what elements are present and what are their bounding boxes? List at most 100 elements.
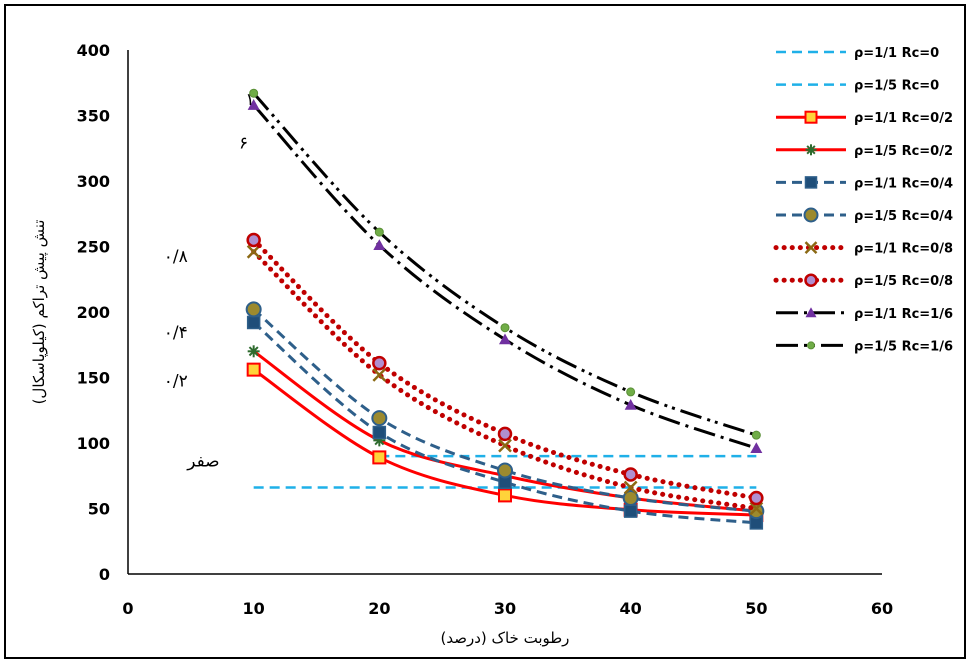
marker-square: [498, 488, 512, 503]
marker-circle: [804, 273, 818, 287]
marker-x-arm: [246, 244, 261, 259]
x-tick-label: 20: [368, 599, 390, 618]
x-tick-label: 40: [620, 599, 642, 618]
annotations: ۱ ۶ ۰/۸ ۰/۴ ۰/۲ صفر: [164, 90, 255, 472]
marker-x: [372, 367, 387, 382]
marker-x: [804, 241, 818, 254]
annotation-label: ۶: [239, 133, 248, 153]
series-line: [251, 249, 759, 511]
marker-x-arm: [749, 501, 764, 516]
legend-label: ρ=1/1 Rc=0/2: [854, 111, 953, 126]
legend-label: ρ=1/5 Rc=0: [854, 79, 939, 94]
annotation-label: ۰/۸: [164, 247, 188, 267]
marker-square: [804, 110, 818, 124]
marker-circle: [249, 88, 259, 98]
marker-triangle: [373, 239, 386, 250]
annotation-label: ۱: [245, 90, 254, 110]
legend: ρ=1/1 Rc=0 ρ=1/5 Rc=0 ρ=1/1 Rc=0/2 ρ=1/5 Rc…: [773, 46, 953, 354]
marker-square: [246, 315, 261, 330]
series-6: [246, 244, 764, 516]
legend-label: ρ=1/5 Rc=0/8: [854, 274, 953, 289]
marker-circle: [807, 341, 815, 350]
marker-square: [372, 450, 387, 465]
legend-item: ρ=1/1 Rc=0: [776, 46, 939, 61]
x-tick-label: 10: [243, 599, 265, 618]
legend-label: ρ=1/5 Rc=1/6: [854, 339, 953, 354]
marker-x: [498, 438, 512, 453]
y-tick-label: 100: [77, 434, 110, 453]
marker-x-arm: [498, 438, 512, 453]
marker-square: [804, 176, 818, 189]
y-tick-label: 200: [77, 303, 110, 322]
marker-circle: [623, 467, 638, 482]
marker-star-arm: [248, 346, 259, 357]
legend-item: ρ=1/5 Rc=0/2: [776, 144, 953, 159]
marker-square: [623, 504, 638, 518]
marker-square: [372, 425, 387, 440]
series-line: [252, 321, 757, 525]
legend-item: ρ=1/5 Rc=0/4: [776, 207, 953, 224]
y-tick-label: 150: [77, 369, 110, 388]
marker-circle: [246, 232, 261, 248]
marker-triangle: [247, 99, 260, 110]
marker-x: [246, 244, 261, 259]
marker-circle: [245, 301, 262, 318]
y-tick-label: 250: [77, 238, 110, 257]
x-tick-label: 30: [494, 599, 516, 618]
marker-star-arm: [806, 145, 816, 155]
y-axis-title: تنش پیش تراکم (کیلوپاسکال): [30, 220, 49, 405]
marker-circle: [500, 323, 510, 333]
y-tick-label: 0: [99, 565, 110, 584]
x-tick-labels: 0 10 20 30 40 50 60: [122, 599, 893, 618]
series-line: [251, 237, 759, 501]
marker-x: [623, 480, 638, 495]
marker-circle: [372, 355, 387, 371]
marker-x: [749, 501, 764, 516]
legend-item: ρ=1/1 Rc=0/2: [776, 110, 953, 126]
chart-svg: 0 10 20 30 40 50 60 0 50 100 150 200 250 300 350 400 ۱…: [30, 41, 953, 647]
legend-item: ρ=1/5 Rc=0: [776, 79, 939, 94]
legend-label: ρ=1/1 Rc=1/6: [854, 307, 953, 322]
marker-circle: [751, 430, 761, 440]
legend-label: ρ=1/1 Rc=0: [854, 46, 939, 61]
x-tick-label: 0: [122, 599, 133, 618]
marker-square: [246, 362, 261, 377]
y-tick-label: 350: [77, 107, 110, 126]
legend-item: ρ=1/5 Rc=0/8: [773, 273, 953, 289]
legend-label: ρ=1/1 Rc=0/8: [854, 242, 953, 257]
legend-item: ρ=1/1 Rc=0/4: [776, 176, 953, 191]
legend-item: ρ=1/5 Rc=1/6: [776, 339, 953, 354]
plot-marks: [245, 88, 765, 530]
marker-x-arm: [372, 367, 387, 382]
series-9: [249, 88, 761, 440]
marker-circle: [803, 207, 819, 223]
marker-circle: [497, 426, 513, 442]
marker-triangle: [805, 307, 817, 318]
marker-circle: [374, 227, 384, 237]
annotation-label: صفر: [186, 452, 219, 472]
legend-label: ρ=1/5 Rc=0/2: [854, 144, 953, 159]
legend-label: ρ=1/5 Rc=0/4: [854, 209, 953, 224]
y-tick-label: 300: [77, 172, 110, 191]
marker-circle: [626, 387, 636, 397]
marker-circle: [622, 490, 639, 507]
marker-x-arm: [804, 241, 818, 254]
marker-star: [247, 345, 260, 358]
annotation-label: ۰/۲: [164, 372, 188, 392]
legend-label: ρ=1/1 Rc=0/4: [854, 176, 953, 191]
x-tick-label: 50: [745, 599, 767, 618]
legend-item: ρ=1/1 Rc=1/6: [776, 307, 953, 322]
marker-triangle: [750, 442, 763, 454]
x-tick-label: 60: [871, 599, 893, 618]
series-8: [247, 99, 763, 454]
axes: [127, 50, 882, 575]
x-axis-title: رطوبت خاک (درصد): [441, 629, 570, 647]
series-5: [245, 301, 765, 520]
y-tick-labels: 0 50 100 150 200 250 300 350 400: [77, 41, 110, 584]
marker-triangle: [499, 333, 511, 345]
marker-circle: [371, 410, 388, 427]
series-line: [252, 92, 757, 437]
y-tick-label: 50: [88, 500, 110, 519]
series-7: [246, 232, 764, 506]
series-line: [252, 104, 757, 450]
